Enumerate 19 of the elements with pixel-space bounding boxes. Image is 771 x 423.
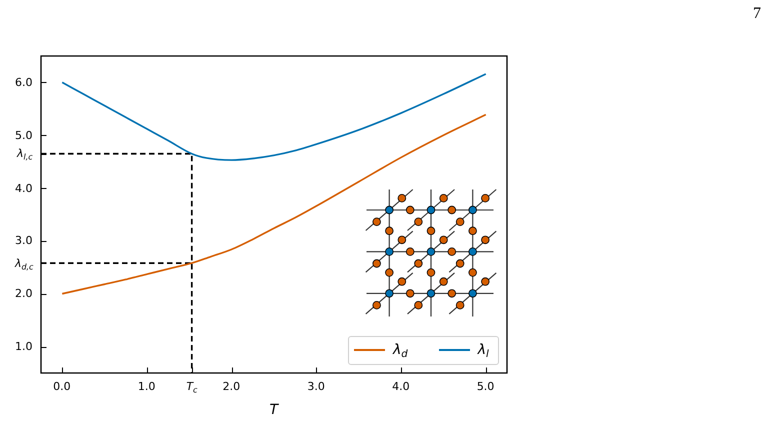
x-axis-title: T <box>270 402 278 418</box>
x-tick-label: 4.0 <box>392 380 410 393</box>
x-tick-label: T$_{c}$ <box>186 380 198 394</box>
y-tick-label: λ$_{d,c}$ <box>15 256 34 271</box>
legend-label: λ$_{d}$ <box>393 342 408 360</box>
x-tick-label: 2.0 <box>222 380 240 393</box>
legend-label: λ$_{l}$ <box>478 342 489 360</box>
y-tick-label: λ$_{l,c}$ <box>17 147 33 162</box>
y-tick-label: 4.0 <box>15 182 32 195</box>
y-tick-label: 6.0 <box>15 76 32 89</box>
y-tick-label: 5.0 <box>15 128 32 142</box>
y-tick-label: 3.0 <box>15 234 32 248</box>
x-tick-label: 3.0 <box>307 380 325 393</box>
text: 7 <box>753 5 761 22</box>
x-tick-label: 5.0 <box>476 380 494 393</box>
x-tick-label: 0.0 <box>53 380 71 393</box>
y-tick-label: 2.0 <box>15 287 32 300</box>
y-tick-label: 1.0 <box>15 340 32 354</box>
x-tick-label: 1.0 <box>138 380 156 393</box>
